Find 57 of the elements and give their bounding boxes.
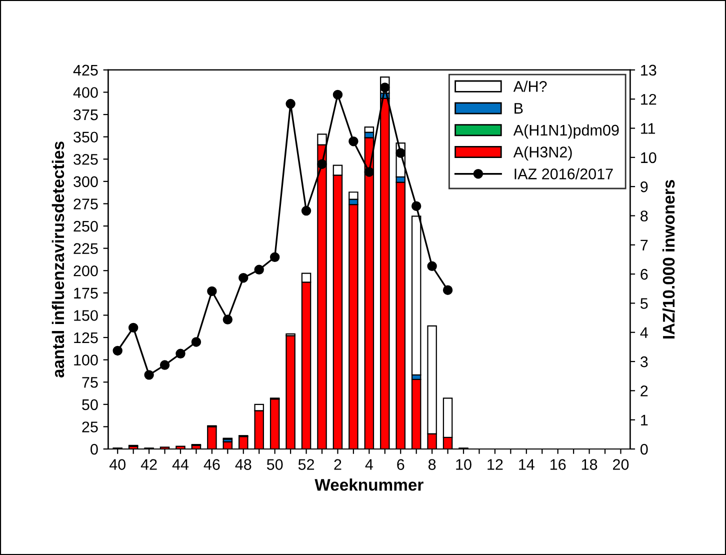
x-tick-label: 8 bbox=[428, 459, 436, 470]
y2-tick-label: 4 bbox=[640, 327, 648, 338]
y2-tick-label: 13 bbox=[641, 64, 656, 76]
y-tick-label: 300 bbox=[74, 176, 98, 188]
x-tick-label: 46 bbox=[204, 459, 220, 470]
y-tick-label: 250 bbox=[74, 220, 98, 232]
x-tick-label: 44 bbox=[172, 459, 189, 470]
x-tick-label: 52 bbox=[298, 459, 314, 470]
y2-tick-label: 5 bbox=[640, 298, 648, 309]
y-tick-label: 125 bbox=[74, 332, 98, 344]
legend-label: A/H? bbox=[513, 80, 547, 92]
y-tick-label: 25 bbox=[82, 422, 98, 432]
y-tick-label: 275 bbox=[74, 198, 98, 210]
y2-tick-label: 12 bbox=[641, 94, 656, 105]
x-tick-label: 20 bbox=[613, 459, 629, 470]
x-tick-label: 12 bbox=[488, 459, 503, 470]
y-tick-label: 0 bbox=[90, 444, 98, 455]
x-tick-label: 10 bbox=[456, 459, 472, 470]
y2-tick-label: 9 bbox=[640, 181, 648, 192]
x-tick-label: 50 bbox=[266, 459, 283, 470]
legend-label: B bbox=[514, 103, 523, 114]
y2-tick-label: 11 bbox=[641, 123, 656, 134]
legend-label: A(H1N1)pdm09 bbox=[513, 124, 619, 139]
y-tick-label: 200 bbox=[74, 265, 98, 276]
y-tick-label: 75 bbox=[82, 377, 98, 388]
x-tick-label: 6 bbox=[397, 459, 404, 470]
y-tick-label: 50 bbox=[82, 399, 98, 410]
y-tick-label: 175 bbox=[74, 288, 98, 299]
y2-tick-label: 6 bbox=[640, 268, 648, 280]
y-tick-label: 325 bbox=[74, 154, 98, 165]
y2-tick-label: 0 bbox=[640, 444, 648, 455]
y-tick-label: 375 bbox=[74, 109, 98, 120]
y-tick-label: 400 bbox=[73, 87, 98, 98]
x-tick-label: 18 bbox=[582, 459, 598, 470]
x-tick-label: 40 bbox=[109, 459, 126, 470]
y2-tick-label: 3 bbox=[640, 356, 648, 368]
y2-tick-label: 7 bbox=[640, 240, 648, 250]
y-tick-label: 150 bbox=[74, 310, 98, 321]
y-tick-label: 350 bbox=[74, 132, 98, 143]
x-tick-label: 4 bbox=[365, 459, 373, 470]
y-tick-label: 225 bbox=[74, 243, 98, 254]
y-axis-title: aantal influenzavirusdetecties bbox=[52, 142, 64, 378]
x-axis-title: Weeknummer bbox=[314, 478, 424, 491]
x-tick-label: 14 bbox=[519, 459, 534, 470]
legend-label: A(H3N2) bbox=[513, 146, 572, 160]
y-tick-label: 100 bbox=[74, 354, 98, 366]
y-tick-label: 425 bbox=[73, 64, 98, 76]
legend-label: IAZ 2016/2017 bbox=[514, 168, 613, 180]
y2-tick-label: 2 bbox=[640, 386, 648, 396]
y2-axis-title: IAZ/10.000 inwoners bbox=[662, 180, 675, 338]
x-tick-label: 48 bbox=[235, 459, 252, 470]
x-tick-label: 42 bbox=[140, 459, 157, 470]
x-tick-label: 2 bbox=[334, 459, 342, 470]
y2-tick-label: 1 bbox=[641, 414, 648, 426]
y2-tick-label: 10 bbox=[641, 152, 656, 164]
x-tick-label: 16 bbox=[550, 459, 566, 470]
y2-tick-label: 8 bbox=[640, 210, 648, 222]
